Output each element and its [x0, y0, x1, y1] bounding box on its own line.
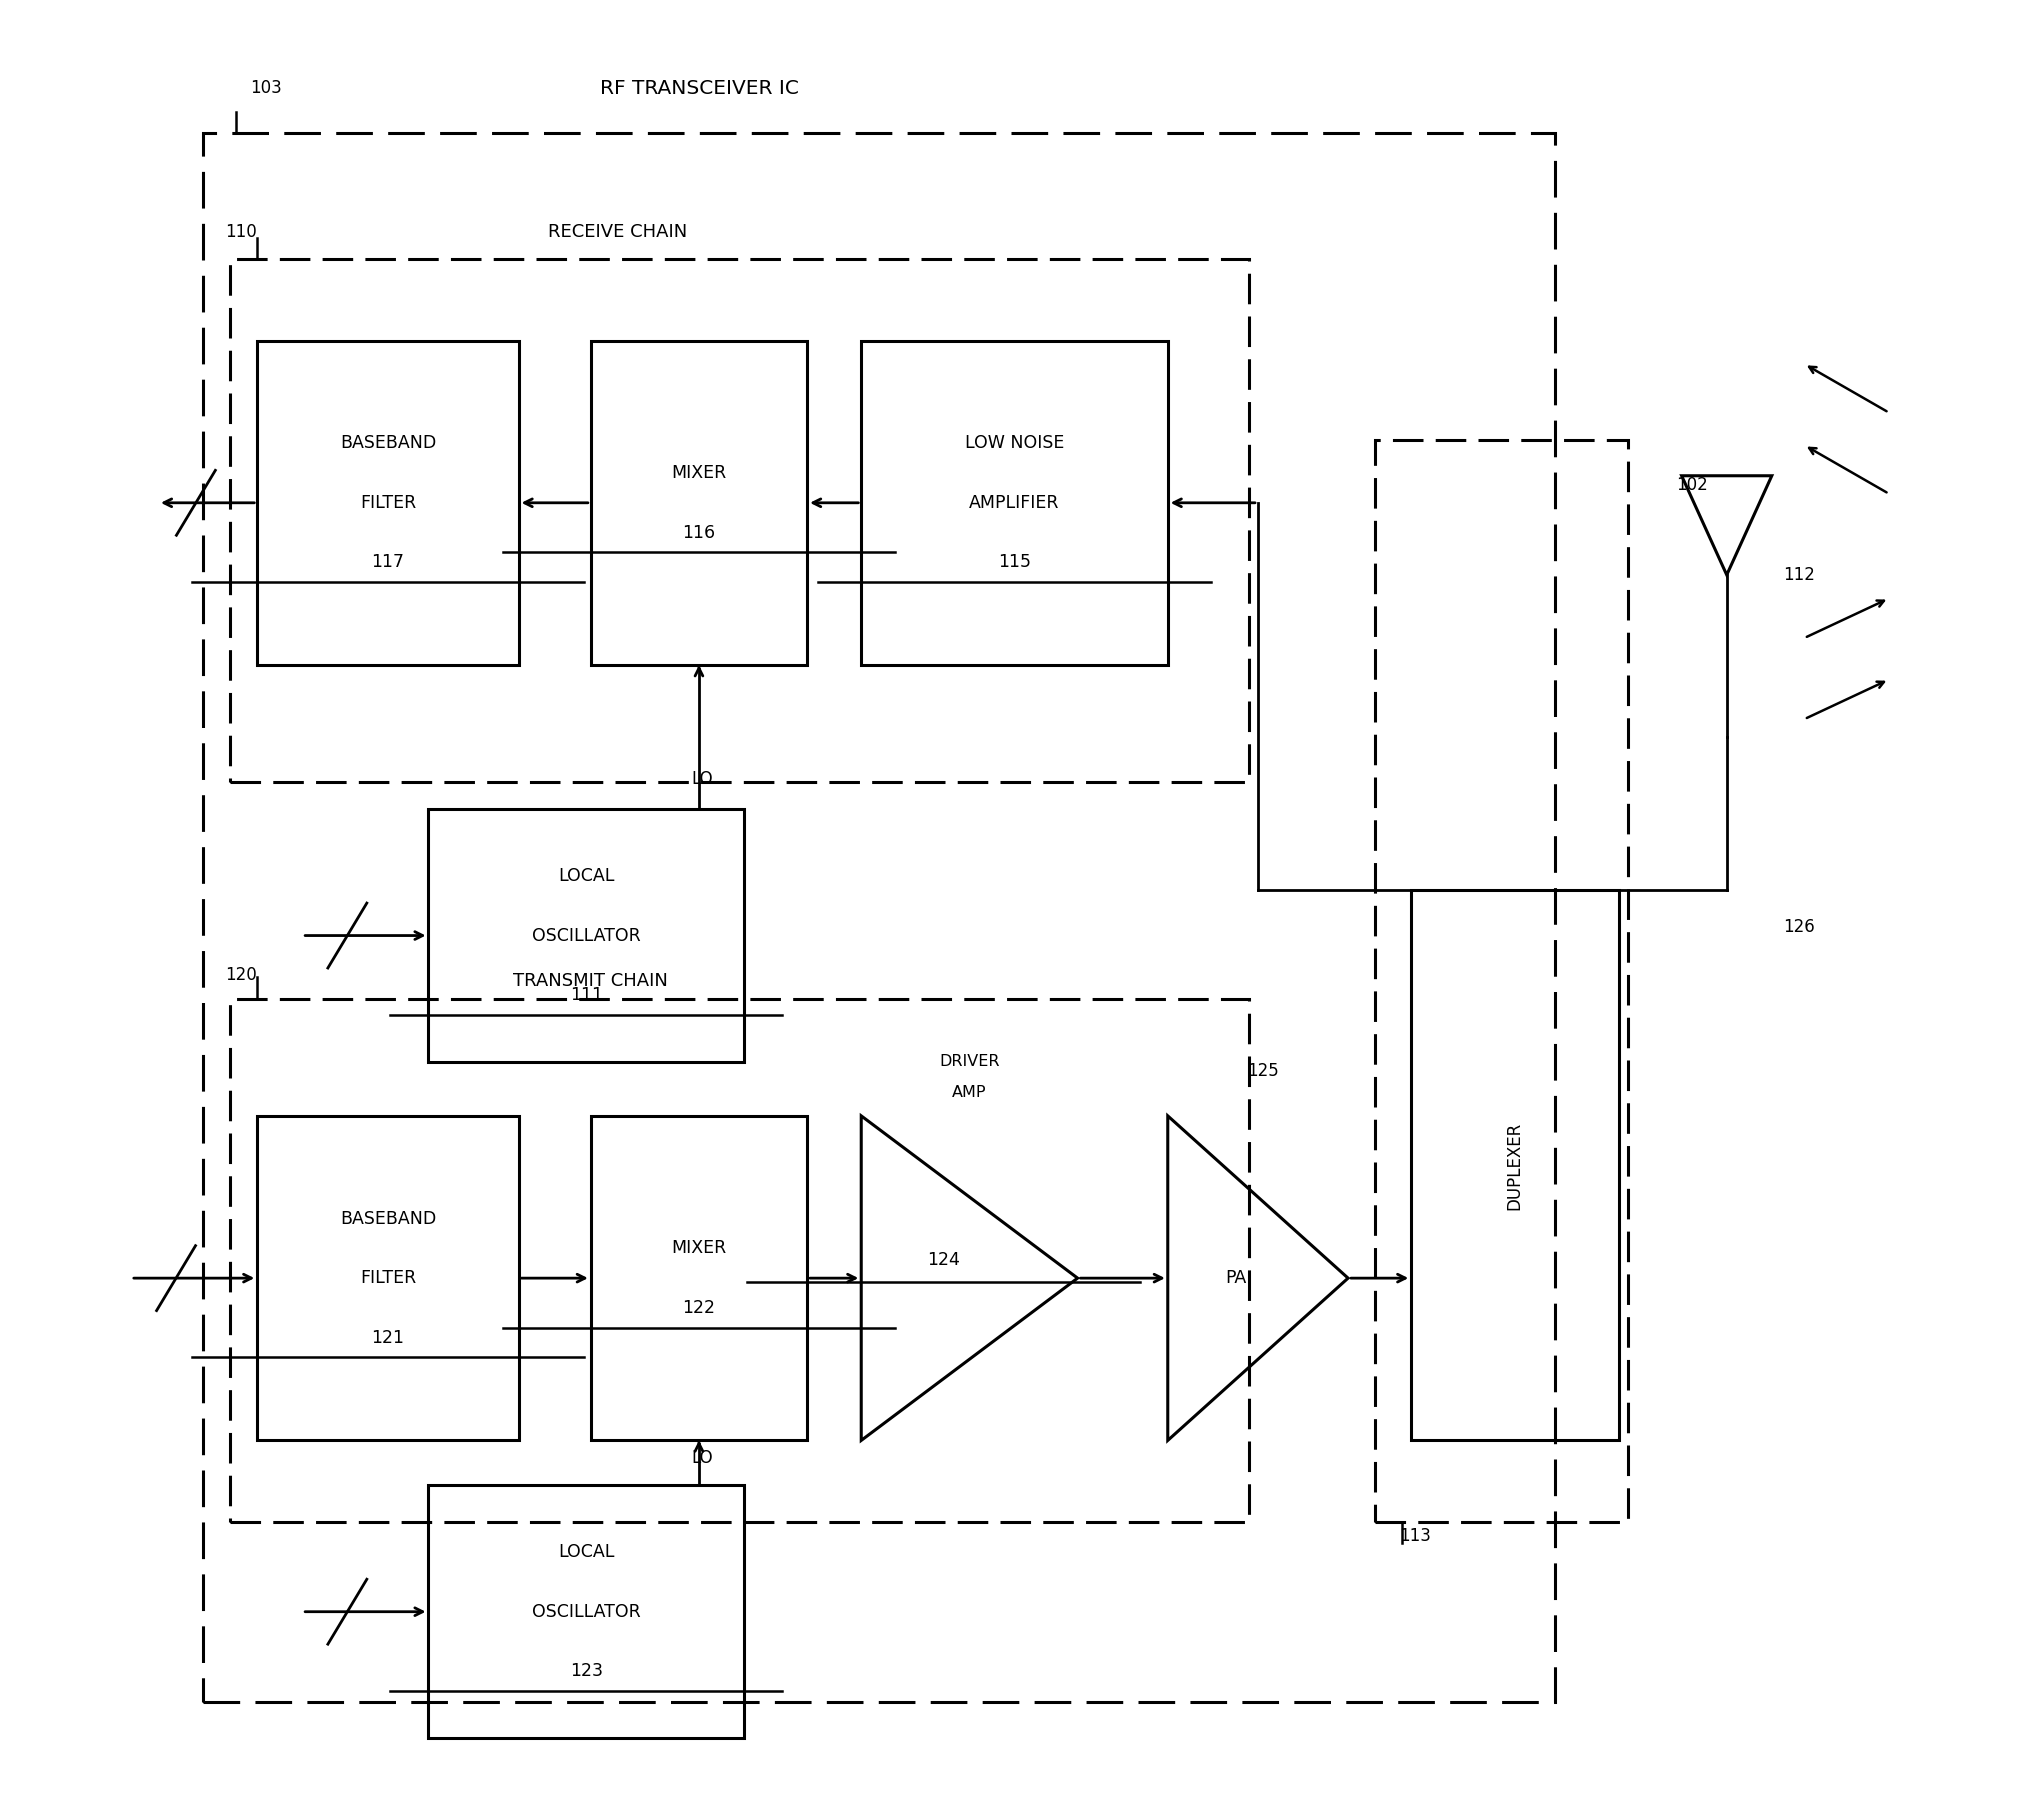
- Text: MIXER: MIXER: [672, 1239, 726, 1257]
- Text: 121: 121: [371, 1328, 404, 1346]
- Text: LOCAL: LOCAL: [558, 1543, 615, 1561]
- Text: LO: LO: [692, 1450, 714, 1468]
- Text: 111: 111: [570, 987, 603, 1005]
- Text: LO: LO: [692, 770, 714, 789]
- Text: 120: 120: [225, 967, 258, 985]
- Text: LOCAL: LOCAL: [558, 867, 615, 885]
- Text: DUPLEXER: DUPLEXER: [1506, 1121, 1524, 1210]
- Text: PA: PA: [1226, 1268, 1248, 1286]
- Text: 122: 122: [682, 1299, 716, 1317]
- Text: FILTER: FILTER: [359, 494, 416, 512]
- Text: BASEBAND: BASEBAND: [339, 434, 436, 452]
- Text: 124: 124: [927, 1252, 960, 1268]
- Text: DRIVER: DRIVER: [939, 1054, 1000, 1068]
- Text: 112: 112: [1783, 565, 1814, 583]
- Text: LOW NOISE: LOW NOISE: [966, 434, 1063, 452]
- Text: 102: 102: [1676, 476, 1708, 494]
- Text: AMPLIFIER: AMPLIFIER: [970, 494, 1059, 512]
- Text: OSCILLATOR: OSCILLATOR: [532, 1603, 641, 1621]
- Text: 110: 110: [225, 223, 258, 242]
- Text: AMP: AMP: [952, 1085, 986, 1099]
- Text: 113: 113: [1398, 1526, 1430, 1544]
- Text: 116: 116: [682, 523, 716, 541]
- Text: TRANSMIT CHAIN: TRANSMIT CHAIN: [513, 972, 668, 990]
- Text: RF TRANSCEIVER IC: RF TRANSCEIVER IC: [599, 78, 797, 98]
- Text: OSCILLATOR: OSCILLATOR: [532, 927, 641, 945]
- Text: 103: 103: [250, 80, 282, 96]
- Text: 115: 115: [998, 554, 1031, 571]
- Text: FILTER: FILTER: [359, 1268, 416, 1286]
- Text: RECEIVE CHAIN: RECEIVE CHAIN: [548, 223, 688, 242]
- Text: BASEBAND: BASEBAND: [339, 1210, 436, 1228]
- Text: 117: 117: [371, 554, 404, 571]
- Text: MIXER: MIXER: [672, 463, 726, 482]
- Text: 125: 125: [1248, 1061, 1278, 1079]
- Text: 126: 126: [1783, 918, 1814, 936]
- Text: 123: 123: [570, 1663, 603, 1681]
